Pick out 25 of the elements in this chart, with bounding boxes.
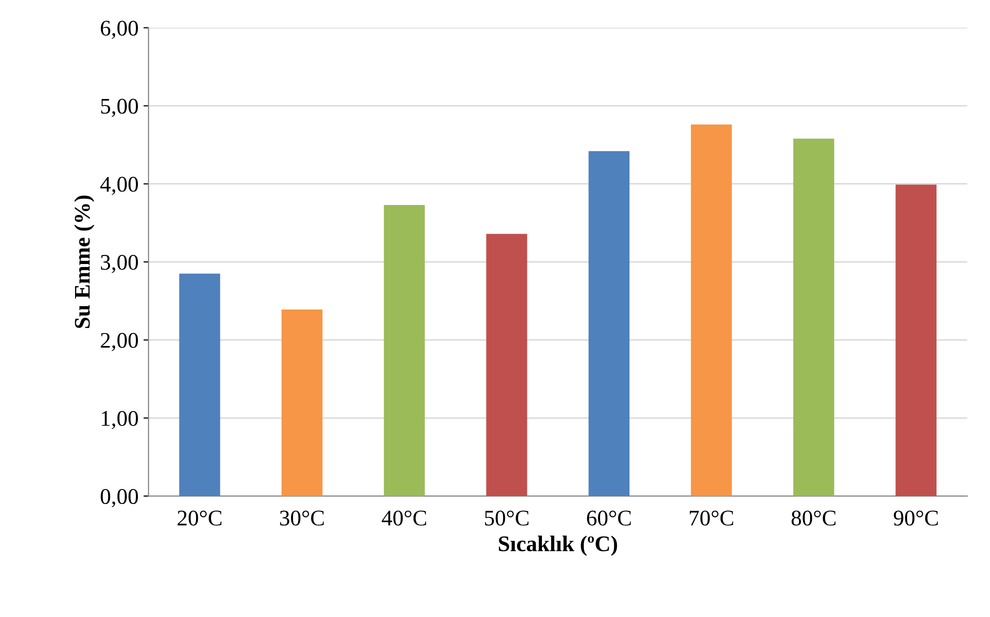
y-tick-label: 4,00 (100, 176, 138, 195)
y-tick-label: 6,00 (100, 20, 138, 39)
x-tick-label: 20°C (178, 510, 222, 526)
y-axis-title: Su Emme (%) (74, 196, 94, 328)
x-tick-label: 70°C (690, 510, 734, 526)
x-tick-label: 50°C (485, 510, 528, 526)
bar (690, 124, 732, 496)
bar (179, 274, 220, 496)
bar (282, 310, 322, 496)
bar (384, 204, 425, 496)
x-tick-label: 60°C (587, 510, 631, 526)
y-tick-label: 1,00 (102, 410, 138, 430)
y-tick-label: 2,00 (100, 332, 138, 352)
x-tick-label: 80°C (792, 510, 836, 526)
bar (896, 184, 937, 496)
bar (793, 138, 834, 496)
x-tick-label: 90°C (894, 510, 938, 526)
y-tick-label: 5,00 (101, 98, 138, 117)
x-tick-label: 30°C (280, 510, 324, 526)
bar (486, 234, 528, 496)
bar (588, 151, 630, 496)
x-tick-label: 40°C (382, 510, 426, 526)
x-axis-title: Sıcaklık (ºC) (498, 536, 618, 556)
y-tick-label: 3,00 (100, 254, 138, 274)
y-tick-label: 0,00 (100, 489, 138, 508)
